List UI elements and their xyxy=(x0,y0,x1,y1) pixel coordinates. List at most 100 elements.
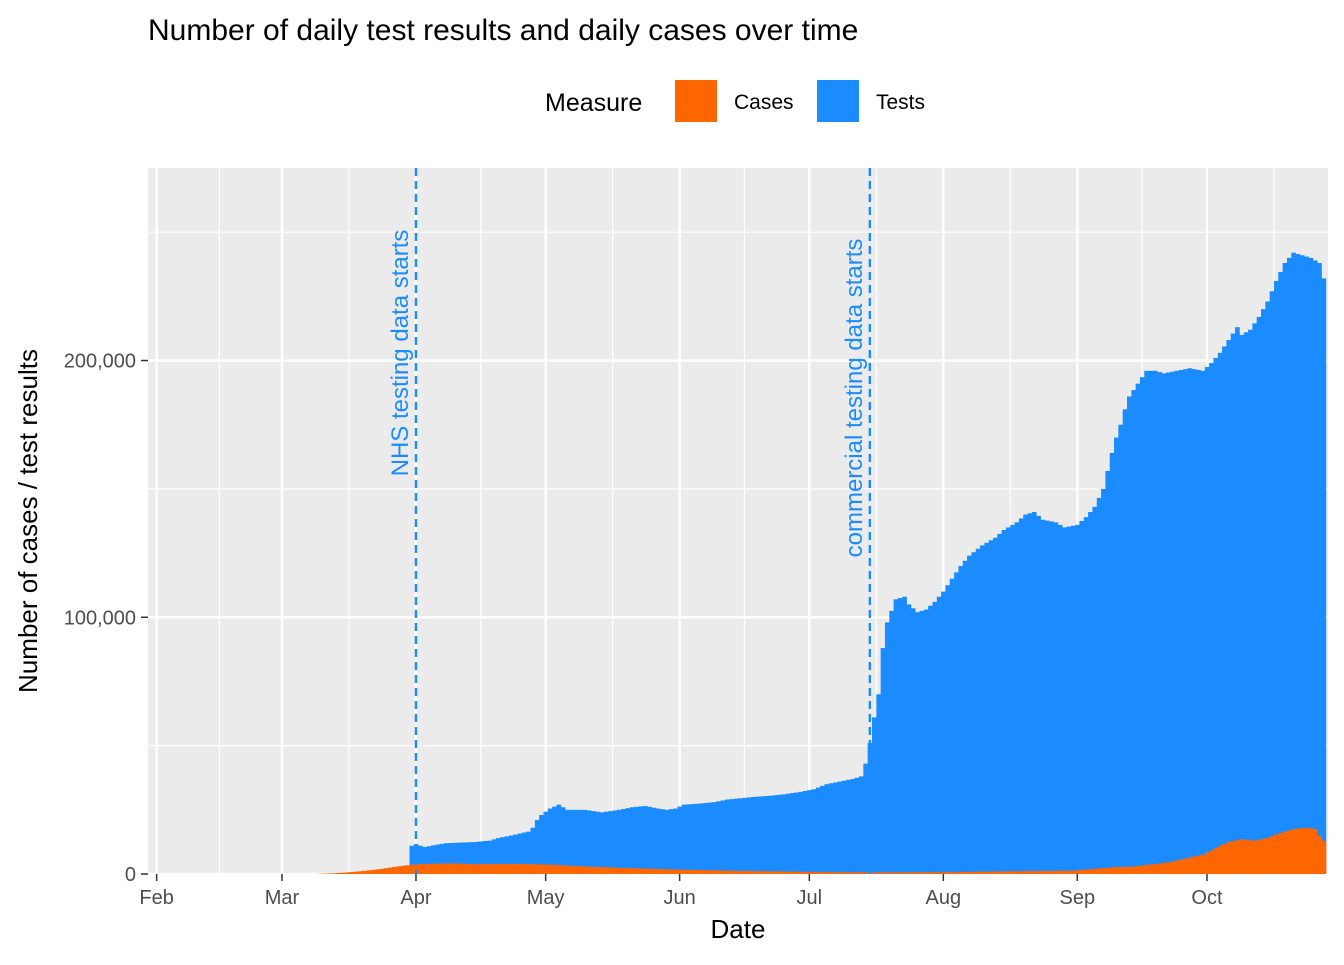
bar-cases xyxy=(734,871,739,874)
bar-cases xyxy=(362,871,367,874)
bar-tests xyxy=(928,606,933,874)
bar-cases xyxy=(1304,828,1309,874)
bar-tests xyxy=(1265,302,1270,875)
bar-cases xyxy=(846,872,851,874)
bar-tests xyxy=(556,805,561,874)
bar-cases xyxy=(1010,871,1015,874)
bar-cases xyxy=(643,869,648,874)
bar-tests xyxy=(630,807,635,874)
bar-cases xyxy=(1006,871,1011,874)
bar-cases xyxy=(384,868,389,874)
bar-cases xyxy=(915,872,920,874)
bar-cases xyxy=(777,872,782,875)
bar-cases xyxy=(928,872,933,874)
bar-cases xyxy=(876,872,881,874)
bar-tests xyxy=(993,538,998,874)
bar-cases xyxy=(556,865,561,874)
bar-tests xyxy=(1067,527,1072,874)
bar-tests xyxy=(811,789,816,874)
bar-tests xyxy=(997,534,1002,874)
bar-tests xyxy=(565,810,570,874)
bar-tests xyxy=(1041,520,1046,874)
bar-tests xyxy=(1170,372,1175,874)
y-tick-label: 100,000 xyxy=(64,607,136,629)
bar-cases xyxy=(1140,866,1145,874)
bar-cases xyxy=(933,872,938,874)
bar-tests xyxy=(807,790,812,874)
bar-tests xyxy=(595,812,600,874)
bar-cases xyxy=(885,872,890,874)
bar-tests xyxy=(833,782,838,874)
bar-tests xyxy=(608,811,613,874)
bar-cases xyxy=(1123,867,1128,874)
bar-tests xyxy=(1188,368,1193,874)
bar-tests xyxy=(1213,358,1218,874)
bar-cases xyxy=(790,872,795,874)
bar-tests xyxy=(941,592,946,874)
x-tick-label: Feb xyxy=(139,887,173,909)
bar-tests xyxy=(859,776,864,874)
bar-tests xyxy=(1283,263,1288,874)
bar-tests xyxy=(1002,530,1007,874)
bar-cases xyxy=(1079,870,1084,874)
bar-tests xyxy=(751,797,756,874)
bar-tests xyxy=(794,792,799,874)
bar-cases xyxy=(963,872,968,874)
bar-tests xyxy=(790,793,795,874)
bar-cases xyxy=(535,864,540,874)
bar-tests xyxy=(1049,521,1054,874)
bar-tests xyxy=(1058,525,1063,874)
bar-cases xyxy=(1226,842,1231,874)
bar-tests xyxy=(889,611,894,874)
bar-cases xyxy=(803,872,808,874)
bar-cases xyxy=(1028,871,1033,874)
bar-tests xyxy=(552,807,557,874)
bar-cases xyxy=(742,871,747,874)
bar-tests xyxy=(708,803,713,874)
bar-cases xyxy=(1162,863,1167,874)
bar-tests xyxy=(703,803,708,874)
bar-cases xyxy=(656,869,661,874)
y-axis-label: Number of cases / test results xyxy=(13,349,43,693)
bar-cases xyxy=(422,864,427,874)
bar-cases xyxy=(647,869,652,874)
bar-tests xyxy=(1075,525,1080,874)
bar-cases xyxy=(799,872,804,874)
bar-cases xyxy=(1274,835,1279,874)
bar-tests xyxy=(1062,527,1067,874)
bar-tests xyxy=(846,780,851,874)
bar-cases xyxy=(1244,840,1249,874)
bar-cases xyxy=(937,872,942,874)
bar-tests xyxy=(1097,498,1102,874)
bar-tests xyxy=(747,797,752,874)
bar-cases xyxy=(621,868,626,874)
bar-cases xyxy=(1097,869,1102,874)
x-tick-label: Apr xyxy=(400,887,431,909)
bar-tests xyxy=(881,648,886,874)
bar-cases xyxy=(1149,865,1154,875)
bar-cases xyxy=(920,872,925,874)
bar-tests xyxy=(673,809,678,874)
bar-tests xyxy=(850,779,855,874)
bar-tests xyxy=(647,807,652,874)
bar-tests xyxy=(600,812,605,874)
bar-tests xyxy=(1032,512,1037,874)
bar-cases xyxy=(353,872,358,874)
bar-cases xyxy=(967,872,972,874)
bar-cases xyxy=(850,872,855,874)
bar-cases xyxy=(345,872,350,874)
bar-tests xyxy=(686,804,691,874)
bar-cases xyxy=(461,864,466,874)
x-tick-label: May xyxy=(527,887,565,909)
bar-cases xyxy=(807,872,812,874)
bar-tests xyxy=(1274,281,1279,874)
bar-tests xyxy=(989,540,994,874)
bar-cases xyxy=(457,864,462,874)
bar-cases xyxy=(448,864,453,874)
bar-tests xyxy=(1192,369,1197,874)
bar-cases xyxy=(1317,835,1322,874)
chart-title: Number of daily test results and daily c… xyxy=(148,14,858,47)
bar-tests xyxy=(1166,373,1171,874)
bar-cases xyxy=(543,865,548,875)
